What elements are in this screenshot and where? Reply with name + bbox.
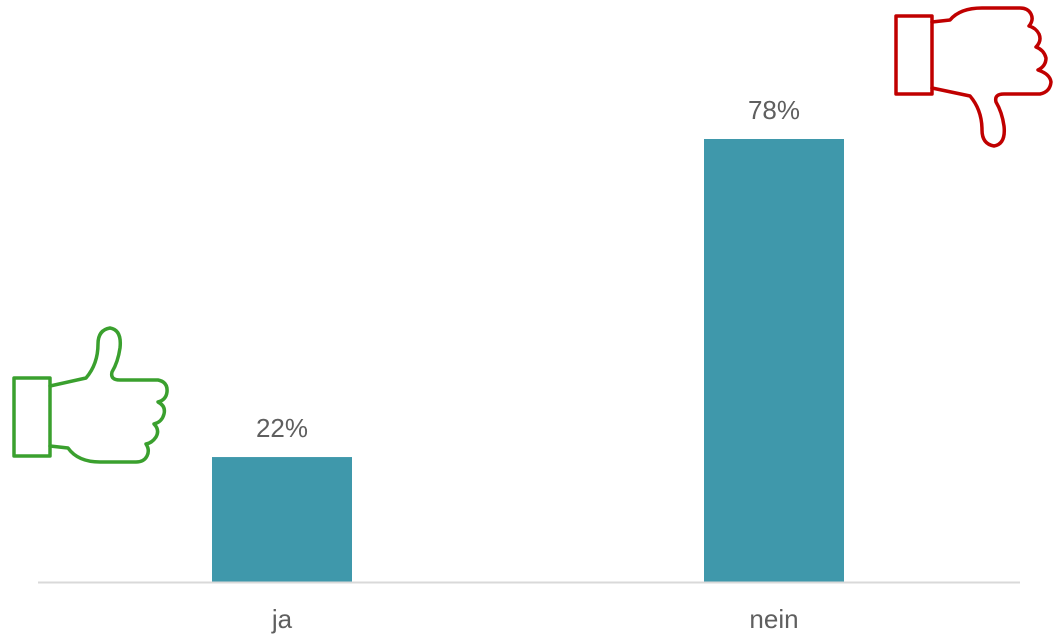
- bar-nein: [704, 139, 844, 582]
- data-label-nein: 78%: [748, 95, 800, 125]
- bar-ja: [212, 457, 352, 582]
- data-label-ja: 22%: [256, 413, 308, 443]
- category-label-nein: nein: [749, 604, 798, 634]
- category-label-ja: ja: [271, 604, 293, 634]
- thumbs-up-icon: [12, 326, 169, 464]
- chart-marks: 22% ja 78% nein: [212, 95, 844, 634]
- thumbs-down-icon: [894, 6, 1053, 148]
